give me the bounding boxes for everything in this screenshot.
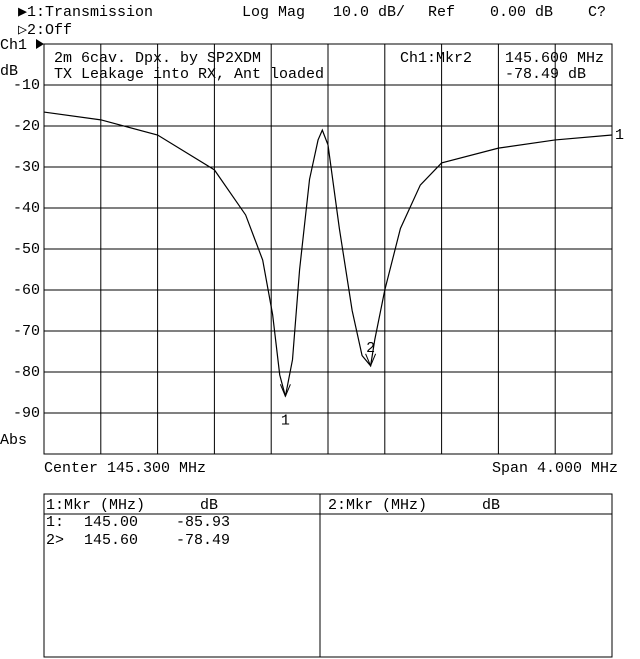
scale-label: 10.0 dB/	[333, 4, 405, 21]
y-tick-label: -20	[13, 118, 40, 135]
table-cell: 1:	[46, 514, 64, 531]
marker-label: 1	[281, 412, 290, 429]
y-tick-label: -50	[13, 241, 40, 258]
table-cell: 145.60	[84, 532, 138, 549]
channel-label: Ch1	[0, 37, 27, 54]
ref-value: 0.00 dB	[490, 4, 553, 21]
marker	[279, 384, 291, 398]
marker-label: 2	[366, 340, 375, 357]
active-marker-value: -78.49 dB	[505, 66, 586, 83]
status: C?	[588, 4, 606, 21]
y-tick-label: -70	[13, 323, 40, 340]
y-tick-label: -30	[13, 159, 40, 176]
y-tick-label: -90	[13, 405, 40, 422]
x-left-label: Center 145.300 MHz	[44, 460, 206, 477]
table-cell: -85.93	[176, 514, 230, 531]
trace-name: 1	[615, 127, 624, 144]
table-header: dB	[482, 497, 500, 514]
table-cell: 145.00	[84, 514, 138, 531]
channel-pointer	[36, 39, 44, 49]
marker	[365, 353, 377, 368]
active-marker-freq: 145.600 MHz	[505, 50, 604, 67]
marker-table-frame	[43, 493, 613, 658]
table-header: dB	[200, 497, 218, 514]
trace	[43, 111, 613, 397]
y-tick-label: -10	[13, 77, 40, 94]
y-tick-label: -60	[13, 282, 40, 299]
channel2-label: ▷2:Off	[18, 22, 72, 39]
table-header: 2:Mkr (MHz)	[328, 497, 427, 514]
table-cell: -78.49	[176, 532, 230, 549]
x-right-label: Span 4.000 MHz	[492, 460, 618, 477]
y-tick-label: -80	[13, 364, 40, 381]
active-marker: Ch1:Mkr2	[400, 50, 472, 67]
ref-label: Ref	[428, 4, 455, 21]
channel1-label: ▶1:Transmission	[18, 4, 153, 21]
table-header: 1:Mkr (MHz)	[46, 497, 145, 514]
format-label: Log Mag	[242, 4, 305, 21]
table-cell: 2>	[46, 532, 64, 549]
chart-subtitle: TX Leakage into RX, Ant loaded	[54, 66, 324, 83]
y-mode: Abs	[0, 432, 27, 449]
y-tick-label: -40	[13, 200, 40, 217]
y-unit: dB	[0, 63, 18, 80]
